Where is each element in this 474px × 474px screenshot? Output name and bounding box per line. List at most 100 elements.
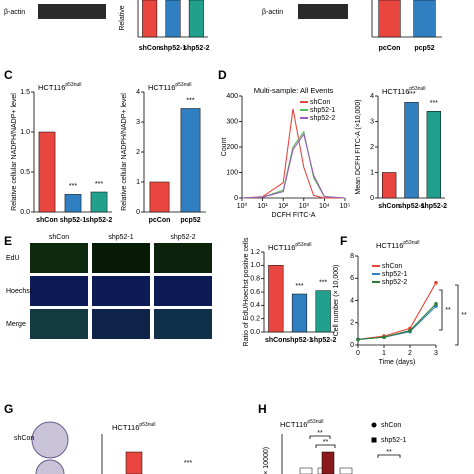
x-tick-label: shp52-1 (60, 217, 87, 224)
significance-bracket (455, 284, 459, 346)
bar-cropped (142, 0, 158, 38)
x-tick-label: shCon (378, 203, 400, 210)
colony-label: shCon (14, 435, 34, 442)
x-tick-label: shp52-2 (86, 217, 113, 224)
chart-title: HCT116p53null (38, 82, 82, 92)
x-tick-label: shp52-2 (310, 337, 337, 344)
bar (149, 181, 170, 213)
bar (38, 131, 56, 213)
x-tick-label: pcCon (379, 45, 401, 52)
image-column-label: shp52-2 (170, 234, 195, 241)
x-tick-label: 10¹ (258, 203, 269, 210)
significance: ** (445, 307, 451, 314)
bar-cropped (321, 451, 335, 474)
blot-label: β-actin (262, 9, 283, 16)
panel-label: C (4, 68, 13, 82)
panel-label: E (4, 234, 12, 248)
y-tick-label: 0.6 (250, 289, 260, 296)
image-row-label: Merge (6, 321, 26, 328)
legend-label: shp52-2 (382, 279, 407, 286)
y-tick-label: 0.4 (250, 302, 260, 309)
point (356, 337, 360, 342)
x-tick-label: shp52-2 (421, 203, 448, 210)
bar (381, 172, 397, 199)
x-tick-label: shp52-2 (183, 45, 210, 52)
x-tick-label: shCon (265, 337, 287, 344)
y-tick-label: 400 (226, 93, 238, 100)
x-tick-label: 10³ (299, 203, 310, 210)
y-axis-label: Relative (119, 5, 126, 30)
bar-cropped (165, 0, 181, 38)
series-line (241, 108, 345, 199)
y-tick-label: 0.0 (20, 209, 30, 216)
y-tick-label: 100 (226, 169, 238, 176)
significance: *** (407, 91, 415, 98)
panel-label: F (340, 234, 347, 248)
significance: *** (319, 280, 327, 287)
legend-marker (371, 437, 377, 443)
bar (315, 290, 331, 333)
chart-title: HCT116p53null (280, 419, 324, 429)
significance: ** (323, 439, 329, 446)
legend-label: shCon (382, 263, 402, 270)
y-tick-label: 0.0 (250, 329, 260, 336)
significance: *** (430, 100, 438, 107)
y-tick-label: 0.5 (20, 169, 30, 176)
series-line (357, 282, 437, 340)
y-axis-label: Mean DCFH FITC-A (×10,000) (355, 99, 362, 194)
y-tick-label: 0 (370, 195, 374, 202)
legend-label: shp52-2 (310, 115, 335, 122)
microscopy-grid (30, 243, 212, 339)
series-line (357, 303, 437, 340)
chart-title: HCT116p53null (382, 86, 426, 96)
y-tick-label: 4 (136, 89, 140, 96)
series-line (241, 130, 346, 199)
significance: *** (186, 97, 194, 104)
y-tick-label: 2 (370, 144, 374, 151)
x-tick-label: 10⁰ (237, 202, 248, 210)
x-tick-label: shCon (139, 45, 161, 52)
significance: *** (184, 460, 192, 467)
x-tick-label: pcCon (149, 217, 171, 224)
blot-image (38, 4, 106, 19)
point (434, 280, 438, 285)
chart-title: HCT116p53null (268, 242, 312, 252)
point (408, 328, 412, 333)
blot-image (298, 4, 348, 19)
significance-bracket (309, 435, 331, 439)
image-row-label: Hoechst (6, 288, 32, 295)
y-axis-label: Relative cellular NADPH/NADP+ level (121, 93, 128, 211)
bar-cropped (378, 0, 401, 38)
y-tick-label: 1.2 (250, 249, 260, 256)
y-tick-label: 300 (226, 118, 238, 125)
y-tick-label: 0 (136, 209, 140, 216)
y-tick-label: 3 (136, 119, 140, 126)
y-tick-label: 0.8 (250, 276, 260, 283)
legend-label: shp52-1 (310, 107, 335, 114)
y-axis-label: Count (221, 138, 228, 157)
series-line (241, 132, 346, 199)
significance: *** (69, 183, 77, 190)
y-tick-label: 2 (350, 320, 354, 327)
y-axis-label: (× 10000) (263, 447, 270, 474)
blot-label: β-actin (4, 9, 25, 16)
bar (291, 293, 308, 333)
significance-bracket (439, 289, 443, 331)
x-tick-label: shp52-1 (160, 45, 187, 52)
x-axis-label: Time (days) (379, 359, 416, 366)
x-tick-label: 10⁴ (319, 203, 330, 210)
legend-label: shp52-1 (382, 271, 407, 278)
y-tick-label: 1 (136, 179, 140, 186)
y-tick-label: 200 (226, 144, 238, 151)
x-tick-label: shCon (36, 217, 58, 224)
y-tick-label: 8 (350, 253, 354, 260)
y-tick-label: 2 (136, 149, 140, 156)
bar (268, 265, 284, 333)
x-tick-label: 0 (356, 350, 360, 357)
chart-title: HCT116p53null (112, 422, 156, 432)
colony-image (35, 459, 65, 474)
panel-label: G (4, 402, 13, 416)
y-tick-label: 0 (350, 342, 354, 349)
y-axis-label: Ratio of EdU/Hoechst positive cells (243, 237, 250, 346)
